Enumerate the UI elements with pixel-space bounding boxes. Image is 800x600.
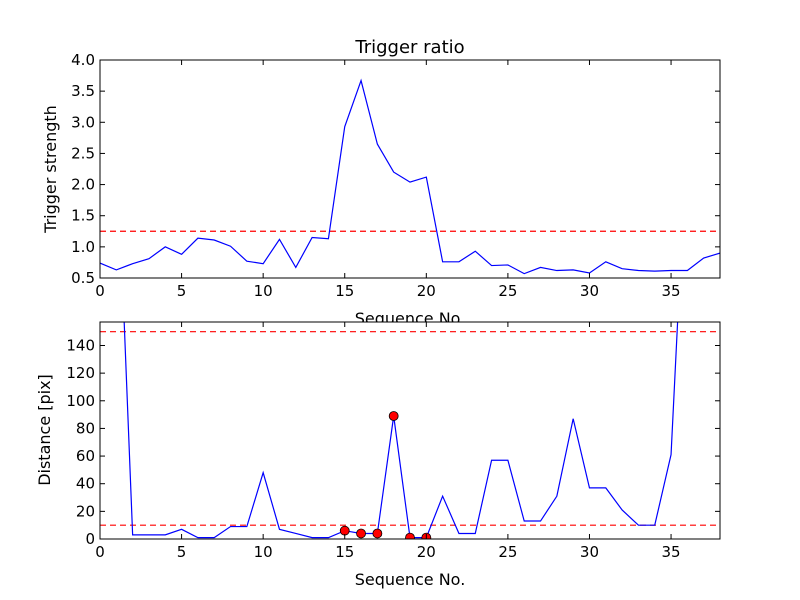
bot-marker-point	[339, 525, 350, 536]
top-y-tick-label: 2.0	[71, 176, 95, 194]
top-x-ticks: 0 5 10 15 20 25 30 35	[95, 60, 681, 300]
top-series-line-0	[100, 78, 720, 275]
bot-y-tick-label: 0	[85, 530, 95, 548]
bot-x-tick-label: 30	[580, 543, 599, 561]
top-x-tick-label: 25	[498, 282, 517, 300]
bottom-y-axis-label: Distance [pix]	[35, 374, 54, 486]
bot-y-tick-label: 80	[76, 419, 95, 437]
bot-y-tick-label: 20	[76, 502, 95, 520]
top-plot-background	[100, 60, 720, 278]
bot-y-tick-label: 40	[76, 475, 95, 493]
bot-x-tick-label: 5	[177, 543, 187, 561]
bottom-x-ticks: 0 5 10 15 20 25 30 35	[95, 322, 681, 561]
bottom-y-ticks: 0 20 40 60 80 100 120 140	[66, 336, 720, 548]
bottom-plot-frame	[99, 321, 721, 540]
top-plot-frame	[99, 59, 721, 279]
bot-y-tick-label: 100	[66, 392, 95, 410]
bot-y-tick-label: 60	[76, 447, 95, 465]
top-y-tick-label: 3.0	[71, 113, 95, 131]
top-x-tick-label: 15	[335, 282, 354, 300]
top-y-tick-label: 1.0	[71, 238, 95, 256]
top-chart-title: Trigger ratio	[354, 37, 464, 58]
top-y-tick-label: 1.5	[71, 207, 95, 225]
bot-y-tick-label: 140	[66, 336, 95, 354]
top-y-axis-label: Trigger strength	[41, 105, 60, 234]
bot-x-tick-label: 10	[254, 543, 273, 561]
top-y-tick-label: 3.5	[71, 82, 95, 100]
top-series-group	[100, 78, 720, 275]
bottom-series-group	[123, 322, 679, 539]
bottom-threshold-lines	[100, 331, 720, 526]
bot-x-tick-label: 0	[95, 543, 105, 561]
top-y-tick-label: 4.0	[71, 51, 95, 69]
top-panel: 0 5 10 15 20 25 30 35 0.51.01.52.02.53.03.54.0 …	[41, 37, 721, 328]
bot-marker-point	[388, 411, 399, 421]
bot-y-tick-label: 120	[66, 364, 95, 382]
top-x-tick-label: 0	[95, 282, 105, 300]
top-x-tick-label: 5	[177, 282, 187, 300]
bot-marker-point	[356, 528, 366, 539]
bot-x-tick-label: 25	[498, 543, 517, 561]
bot-marker-point	[405, 532, 415, 539]
top-x-tick-label: 10	[254, 282, 273, 300]
top-y-tick-label: 0.5	[71, 269, 95, 287]
bottom-panel: 0 5 10 15 20 25 30 35 0 20 40 60 80 100 120 140 Sequen…	[35, 321, 721, 589]
bottom-plot-background	[100, 322, 720, 539]
top-y-ticks: 0.5 1.0 1.5 2.0 2.5 3.0 3.5 4.0	[71, 51, 720, 287]
top-y-tick-label: 2.5	[71, 144, 95, 162]
bot-x-tick-label: 20	[417, 543, 436, 561]
bot-marker-point	[372, 528, 383, 539]
top-x-tick-label: 20	[417, 282, 436, 300]
top-x-tick-label: 35	[662, 282, 681, 300]
top-x-tick-label: 30	[580, 282, 599, 300]
bot-x-tick-label: 15	[335, 543, 354, 561]
bottom-x-axis-label: Sequence No.	[355, 570, 466, 589]
bot-x-tick-label: 35	[662, 543, 681, 561]
